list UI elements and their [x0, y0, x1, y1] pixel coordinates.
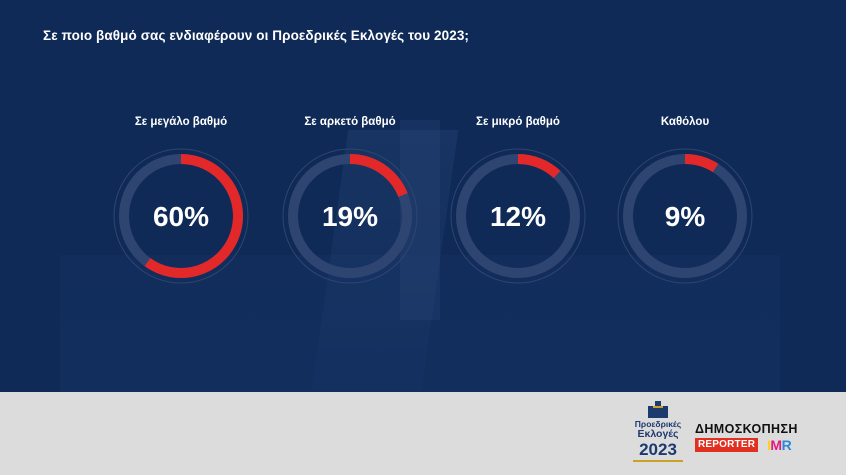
donut-chart-area: 60% 19% 12% 9% Σε μεγάλο βαθμό Σε αρκετό βαθ… — [113, 116, 753, 284]
donut-outer-ring-large-degree — [113, 148, 249, 284]
footer-bar — [0, 392, 846, 475]
donut-arc-small-degree — [517, 154, 561, 179]
donut-outer-ring-not-at-all — [617, 148, 753, 284]
donut-value-label-not-at-all: 9% — [665, 201, 706, 232]
donut-outer-ring-small-degree — [450, 148, 586, 284]
donut-category-label-not-at-all: Καθόλου — [660, 116, 710, 128]
donut-outer-ring-moderate-degree — [282, 148, 418, 284]
imr-logo-i: I — [767, 437, 771, 453]
imr-logo-m: M — [770, 437, 782, 453]
poll-title: ΔΗΜΟΣΚΟΠΗΣΗ — [695, 422, 798, 436]
donut-chart-svg: 60% 19% 12% 9% — [113, 148, 753, 284]
chart-title: Σε ποιο βαθμό σας ενδιαφέρουν οι Προεδρι… — [43, 28, 470, 43]
elections-2023-logo: Προεδρικές Εκλογές 2023 — [629, 401, 687, 465]
elections-logo-underline — [633, 460, 683, 462]
elections-logo-year: 2023 — [639, 440, 677, 459]
reporter-logo: REPORTER — [695, 438, 759, 452]
donut-category-label-large-degree: Σε μεγάλο βαθμό — [134, 116, 228, 128]
imr-logo-r: R — [781, 437, 792, 453]
elections-logo-line1: Προεδρικές — [634, 419, 682, 429]
donut-arc-not-at-all — [684, 154, 719, 173]
donut-value-label-small-degree: 12% — [490, 201, 546, 232]
ballot-box-icon — [648, 401, 668, 418]
donut-category-label-small-degree: Σε μικρό βαθμό — [476, 116, 560, 128]
imr-logo: IMR — [767, 437, 792, 453]
elections-logo-line2: Εκλογές — [637, 428, 679, 440]
donut-value-label-moderate-degree: 19% — [322, 201, 378, 232]
donut-value-label-large-degree: 60% — [153, 201, 209, 232]
donut-arc-large-degree — [144, 154, 243, 278]
slide-background: Σε ποιο βαθμό σας ενδιαφέρουν οι Προεδρι… — [0, 0, 846, 392]
donut-arc-moderate-degree — [349, 154, 408, 198]
donut-category-label-moderate-degree: Σε αρκετό βαθμό — [304, 116, 396, 128]
